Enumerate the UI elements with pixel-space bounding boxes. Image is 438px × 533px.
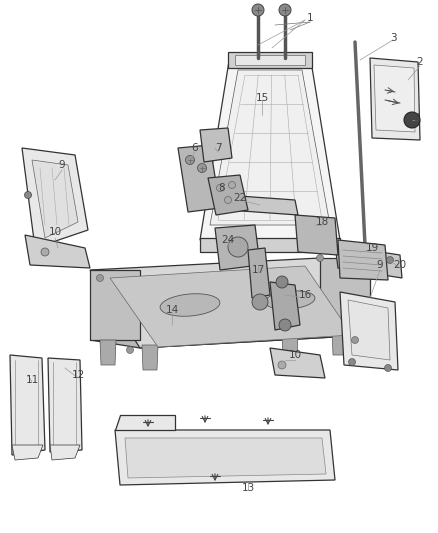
Polygon shape	[115, 430, 335, 485]
Text: 14: 14	[166, 305, 179, 315]
Polygon shape	[320, 258, 370, 335]
Text: 11: 11	[25, 375, 39, 385]
Polygon shape	[90, 270, 140, 340]
Polygon shape	[340, 292, 398, 370]
Polygon shape	[12, 445, 43, 460]
Circle shape	[127, 346, 134, 353]
Circle shape	[198, 164, 206, 173]
Circle shape	[279, 319, 291, 331]
Circle shape	[352, 336, 358, 343]
Circle shape	[386, 256, 393, 263]
Text: 10: 10	[289, 350, 301, 360]
Circle shape	[279, 4, 291, 16]
Circle shape	[25, 191, 32, 198]
Text: 9: 9	[59, 160, 65, 170]
Polygon shape	[210, 70, 330, 225]
Text: 6: 6	[192, 143, 198, 153]
Circle shape	[225, 197, 232, 204]
Polygon shape	[235, 55, 305, 65]
Text: 12: 12	[71, 370, 85, 380]
Polygon shape	[282, 333, 298, 358]
Polygon shape	[142, 345, 158, 370]
Circle shape	[404, 112, 420, 128]
Ellipse shape	[160, 294, 220, 316]
Text: 18: 18	[315, 217, 328, 227]
Text: 3: 3	[390, 33, 396, 43]
Polygon shape	[270, 282, 300, 330]
Text: 19: 19	[365, 243, 378, 253]
Polygon shape	[100, 340, 116, 365]
Polygon shape	[115, 415, 175, 430]
Polygon shape	[10, 355, 45, 455]
Polygon shape	[200, 55, 340, 240]
Text: 15: 15	[255, 93, 268, 103]
Polygon shape	[338, 240, 388, 280]
Circle shape	[278, 361, 286, 369]
Polygon shape	[295, 215, 338, 255]
Polygon shape	[374, 65, 415, 132]
Polygon shape	[178, 145, 220, 212]
Polygon shape	[25, 235, 90, 268]
Circle shape	[355, 243, 365, 253]
Text: 7: 7	[215, 143, 221, 153]
Polygon shape	[90, 258, 370, 348]
Polygon shape	[228, 52, 312, 68]
Polygon shape	[200, 128, 232, 162]
Circle shape	[252, 4, 264, 16]
Text: 24: 24	[221, 235, 235, 245]
Polygon shape	[248, 248, 270, 298]
Circle shape	[229, 182, 236, 189]
Polygon shape	[208, 175, 248, 215]
Text: 20: 20	[393, 260, 406, 270]
Polygon shape	[225, 195, 298, 215]
Text: 10: 10	[49, 227, 62, 237]
Circle shape	[228, 237, 248, 257]
Polygon shape	[200, 238, 340, 252]
Polygon shape	[332, 330, 348, 355]
Polygon shape	[270, 348, 325, 378]
Text: 13: 13	[241, 483, 254, 493]
Polygon shape	[348, 300, 390, 360]
Circle shape	[385, 365, 392, 372]
Circle shape	[276, 276, 288, 288]
Polygon shape	[370, 58, 420, 140]
Circle shape	[216, 184, 223, 191]
Text: 9: 9	[377, 260, 383, 270]
Text: 17: 17	[251, 265, 265, 275]
Circle shape	[252, 294, 268, 310]
Circle shape	[41, 248, 49, 256]
Text: 5: 5	[413, 113, 420, 123]
Text: 22: 22	[233, 193, 247, 203]
Text: 1: 1	[307, 13, 313, 23]
Ellipse shape	[265, 291, 315, 309]
Polygon shape	[50, 445, 80, 460]
Circle shape	[96, 274, 103, 281]
Polygon shape	[32, 160, 78, 238]
Polygon shape	[110, 266, 352, 347]
Text: 2: 2	[417, 57, 423, 67]
Text: 16: 16	[298, 290, 311, 300]
Polygon shape	[22, 148, 88, 248]
Circle shape	[317, 254, 324, 262]
Polygon shape	[335, 245, 402, 278]
Circle shape	[186, 156, 194, 165]
Polygon shape	[48, 358, 82, 452]
Polygon shape	[90, 328, 370, 348]
Circle shape	[349, 359, 356, 366]
Polygon shape	[215, 225, 260, 270]
Text: 8: 8	[219, 183, 225, 193]
Polygon shape	[125, 438, 326, 478]
